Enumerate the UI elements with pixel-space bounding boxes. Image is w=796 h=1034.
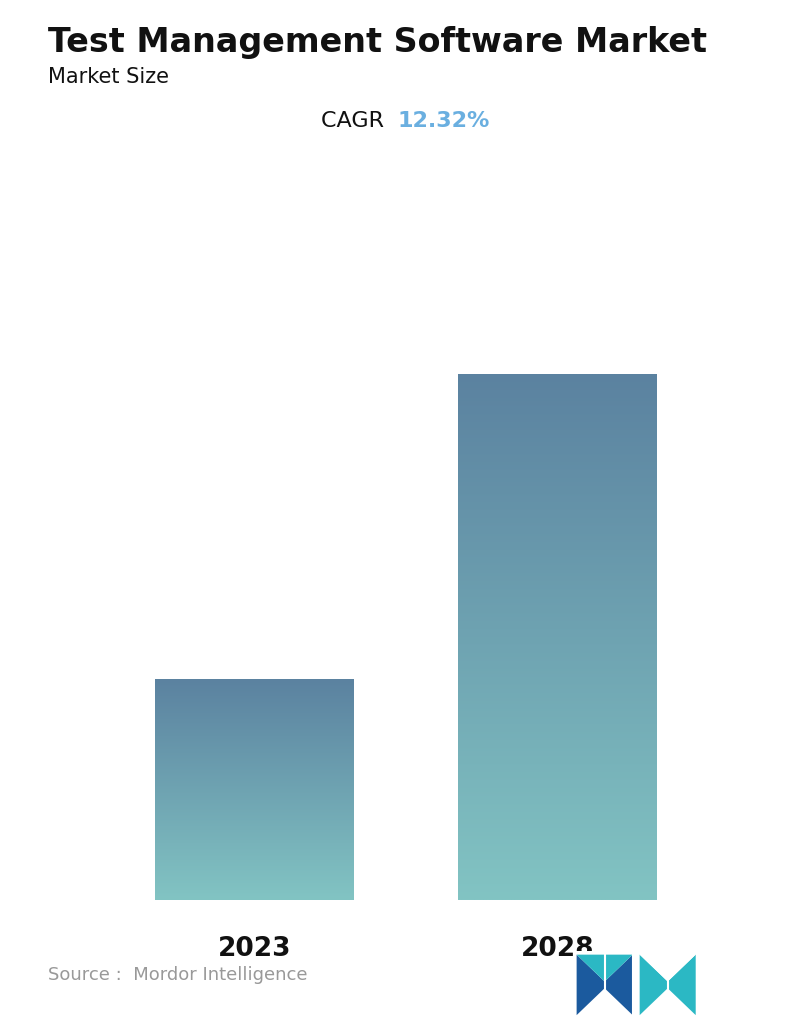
- Text: 2028: 2028: [521, 937, 595, 963]
- Text: 2023: 2023: [217, 937, 291, 963]
- Text: Source :  Mordor Intelligence: Source : Mordor Intelligence: [48, 967, 307, 984]
- Text: Test Management Software Market: Test Management Software Market: [48, 26, 707, 59]
- Polygon shape: [605, 954, 633, 1015]
- Polygon shape: [576, 954, 633, 981]
- Polygon shape: [576, 954, 605, 1015]
- Text: 12.32%: 12.32%: [398, 111, 490, 130]
- Text: CAGR: CAGR: [321, 111, 398, 130]
- Polygon shape: [668, 954, 696, 1015]
- Polygon shape: [640, 954, 668, 1015]
- Text: Market Size: Market Size: [48, 67, 169, 87]
- Polygon shape: [640, 954, 696, 981]
